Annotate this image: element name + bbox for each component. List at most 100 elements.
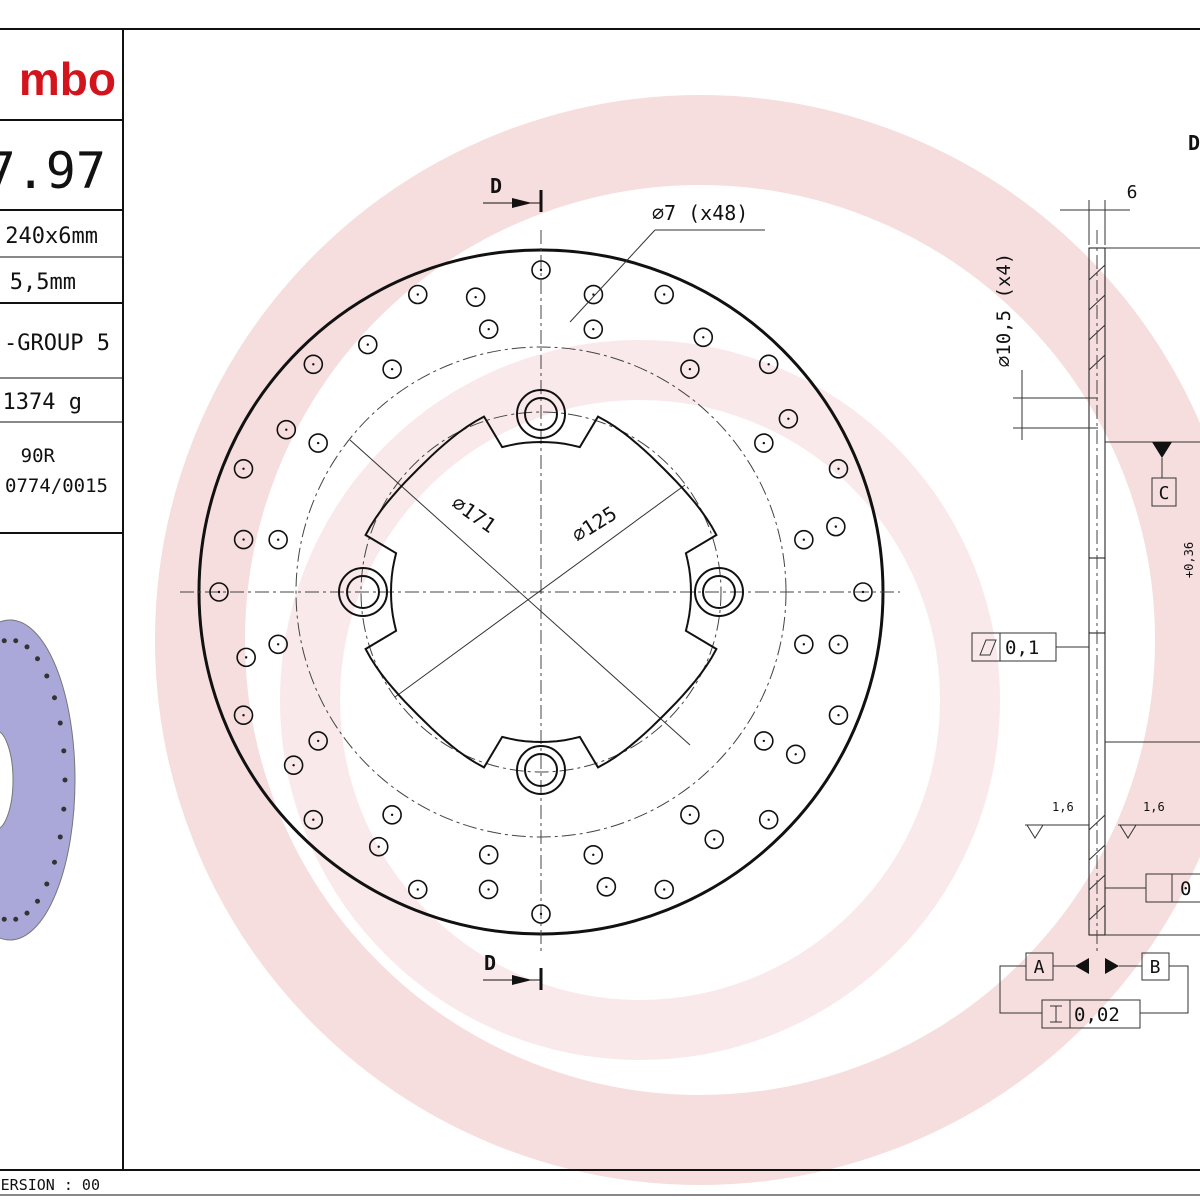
mount-boss: [516, 389, 566, 439]
drill-center: [787, 417, 790, 420]
part-code: 7.97: [0, 142, 106, 200]
drill-hole: [596, 877, 617, 897]
drill-hole: [704, 829, 725, 850]
drill-hole: [680, 359, 700, 379]
drill-center: [702, 336, 705, 339]
mount-hole: [524, 753, 558, 787]
thickness-dim: 6: [1127, 182, 1138, 203]
drill-hole: [583, 845, 604, 865]
tolerance: +0,36: [1182, 542, 1196, 578]
drill-center: [276, 538, 280, 541]
thumb-hole: [44, 673, 50, 679]
weight-text: 1374 g: [3, 390, 82, 415]
drill-hole: [583, 284, 604, 305]
watermark: [155, 95, 1200, 1185]
thumb-hole: [24, 644, 30, 650]
drill-center: [713, 838, 716, 841]
drill-hole: [233, 529, 254, 550]
mount-boss: [516, 745, 566, 795]
drill-hole: [303, 354, 324, 375]
mount-boss: [338, 567, 388, 617]
thumb-hole: [44, 881, 50, 887]
thumb-hole: [57, 834, 63, 840]
drill-hole: [531, 904, 551, 924]
drill-hole: [826, 516, 846, 537]
mount-hole: [524, 397, 558, 431]
drill-center: [474, 295, 477, 299]
drill-hole: [680, 805, 700, 825]
dimension-label: ⌀125: [568, 501, 622, 547]
mount-boss: [694, 567, 744, 617]
drill-center: [377, 845, 380, 848]
thumb-hole: [57, 720, 63, 726]
drill-center: [487, 888, 490, 891]
datum-label: C: [1159, 483, 1170, 504]
drill-hole: [754, 731, 774, 751]
drill-center: [688, 813, 692, 817]
roughness: 1,6: [1052, 800, 1074, 814]
thumb-hole: [1, 916, 7, 922]
drill-center: [663, 888, 666, 891]
drill-hole: [828, 705, 849, 726]
drill-center: [316, 441, 320, 445]
drill-center: [366, 343, 369, 346]
drill-center: [416, 888, 419, 891]
drill-hole: [465, 287, 486, 307]
drill-center: [416, 293, 419, 296]
drill-center: [767, 818, 770, 821]
drill-center: [312, 363, 315, 366]
flatness-value: 0,1: [1005, 637, 1039, 659]
drill-center: [592, 327, 595, 331]
datum-label: B: [1150, 957, 1161, 978]
drill-center: [802, 538, 806, 541]
approval-text: 90R: [21, 445, 56, 467]
drill-center: [390, 367, 394, 371]
drill-center: [861, 590, 865, 594]
drill-hole: [209, 582, 229, 602]
drill-hole: [382, 805, 402, 825]
section-label: D: [1188, 131, 1200, 155]
drill-hole: [794, 529, 814, 550]
drill-center: [292, 764, 295, 767]
drill-hole: [853, 582, 873, 602]
drill-center: [390, 813, 394, 817]
drill-hole: [236, 647, 256, 668]
drill-center: [794, 753, 797, 756]
thumb-hole: [13, 916, 19, 922]
drill-hole: [407, 284, 428, 305]
thumb-hole: [51, 859, 57, 865]
drill-hole: [308, 731, 328, 751]
drill-center: [767, 363, 770, 366]
disc-3d: [0, 619, 76, 941]
drill-center: [592, 853, 595, 857]
drill-center: [762, 441, 766, 445]
drill-hole: [357, 334, 378, 355]
drill-hole: [478, 879, 499, 900]
logo: mbo: [19, 53, 116, 105]
drill-hole: [368, 836, 389, 857]
drill-center: [592, 293, 595, 296]
disc-front-view: [180, 230, 900, 955]
drill-center: [539, 268, 543, 272]
watermark: [280, 340, 1000, 1060]
section-marker: [483, 190, 765, 990]
thickness-text: 5,5mm: [10, 270, 76, 295]
hub-cutout: [364, 415, 718, 769]
drill-hole: [785, 744, 806, 765]
thumb-hole: [35, 898, 40, 904]
section-label: D: [484, 951, 496, 975]
group-text: -GROUP 5: [4, 331, 110, 356]
drill-hole: [794, 634, 814, 655]
drill-hole: [754, 433, 774, 453]
drill-hole: [828, 458, 849, 479]
drill-center: [242, 538, 245, 541]
drill-center: [276, 643, 280, 646]
drill-hole: [531, 260, 551, 280]
drill-hole: [382, 359, 402, 379]
holes-note: ⌀7 (x48): [652, 201, 748, 225]
drill-hole: [233, 705, 254, 726]
drill-center: [285, 428, 288, 431]
drill-center: [837, 714, 840, 717]
bolt-note: ⌀10,5 (x4): [993, 253, 1015, 367]
